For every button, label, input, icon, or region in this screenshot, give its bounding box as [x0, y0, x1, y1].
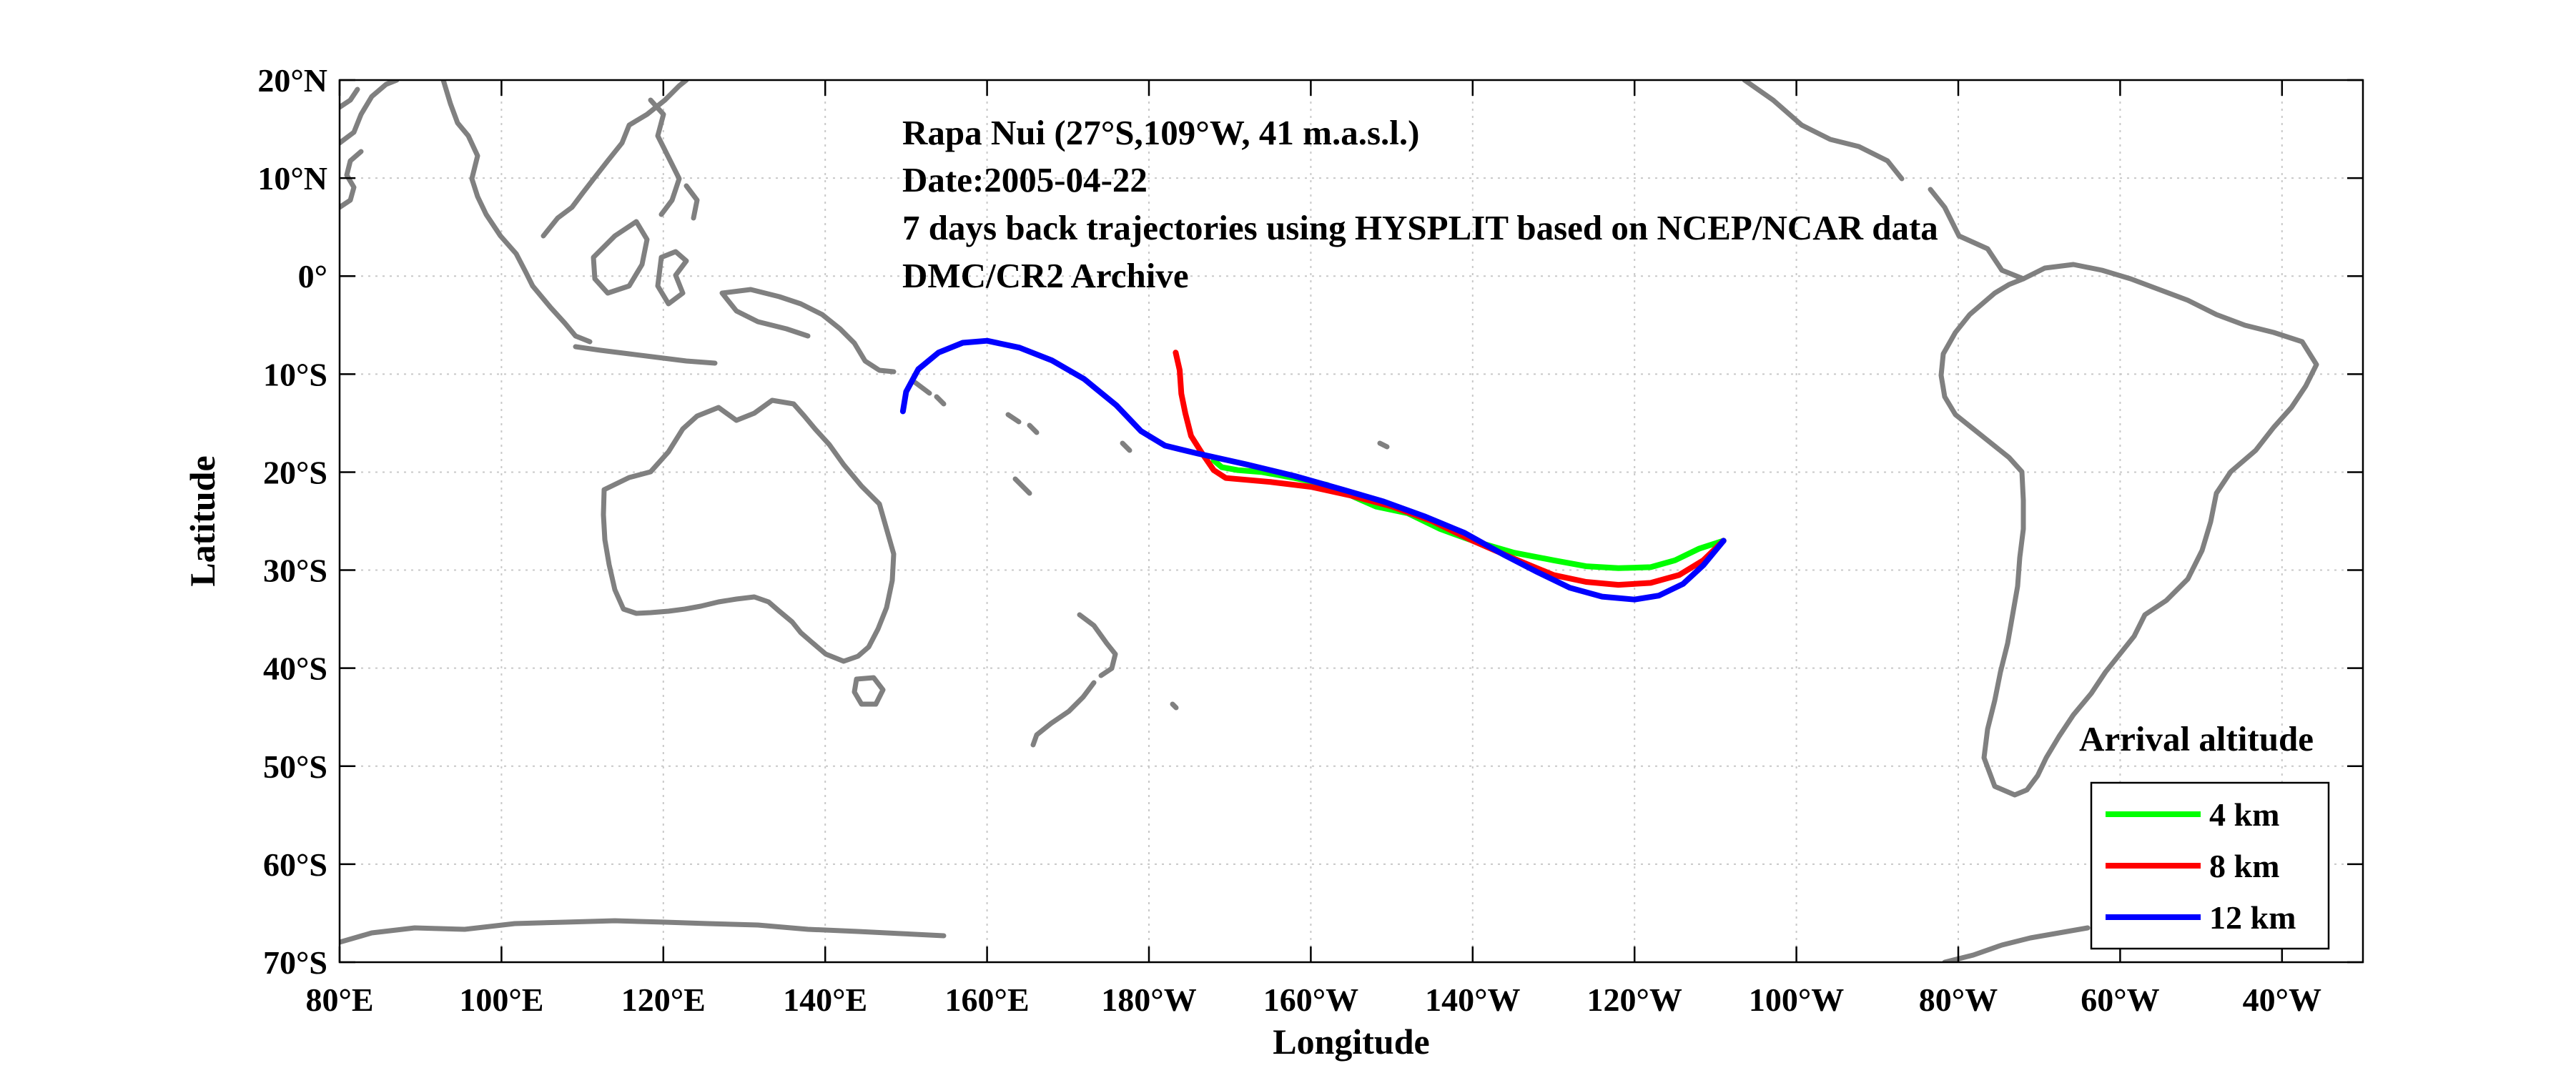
coastline-south-america: [1938, 262, 2319, 798]
x-tick-label: 80°E: [305, 981, 373, 1018]
coastline-philippines: [648, 97, 700, 221]
legend-label: 4 km: [2209, 796, 2279, 833]
x-tick-label: 40°W: [2243, 981, 2321, 1018]
coastline-asia: [340, 80, 689, 289]
legend-label: 8 km: [2209, 848, 2279, 884]
annotation-method: 7 days back trajectories using HYSPLIT b…: [902, 208, 1938, 247]
y-tick-label: 60°S: [263, 846, 327, 883]
legend: 4 km 8 km 12 km: [2090, 781, 2330, 950]
axis-ticks: 80°E 100°E 120°E 140°E 160°E 180°W 160°W 140°W 1…: [257, 62, 2363, 1018]
annotation-archive: DMC/CR2 Archive: [902, 256, 1189, 295]
trajectory-series-3: [899, 337, 1727, 603]
x-tick-label: 80°W: [1919, 981, 1998, 1018]
legend-title: Arrival altitude: [2079, 719, 2314, 758]
x-tick-label: 100°E: [459, 981, 543, 1018]
x-tick-label: 60°W: [2081, 981, 2159, 1018]
coastline-australia: [601, 397, 897, 664]
coastline-borneo: [591, 219, 650, 296]
x-axis-label: Longitude: [1273, 1022, 1430, 1062]
legend-label: 12 km: [2209, 899, 2296, 936]
y-tick-label: 70°S: [263, 944, 327, 981]
coastline-tasmania: [852, 675, 886, 707]
coastline-pacific-islands: [912, 380, 1390, 711]
coastline-antarctica: [340, 918, 2091, 962]
annotation-site: Rapa Nui (27°S,109°W, 41 m.a.s.l.): [902, 113, 1419, 152]
trajectory-lines: [899, 337, 1727, 603]
y-tick-label: 30°S: [263, 553, 327, 589]
y-tick-label: 10°S: [263, 356, 327, 392]
coastline-map: [340, 80, 2319, 962]
coastline-new-guinea: [719, 287, 897, 375]
x-tick-label: 140°E: [783, 981, 867, 1018]
plot-frame: [338, 79, 2364, 964]
trajectory-series-2: [1173, 350, 1727, 588]
y-tick-label: 0°: [298, 258, 327, 295]
coastline-north-america: [1742, 80, 2026, 282]
y-tick-label: 40°S: [263, 651, 327, 687]
y-axis-label: Latitude: [182, 455, 222, 586]
trajectory-series-1: [1210, 458, 1727, 571]
coastline-sulawesi: [655, 249, 689, 307]
x-tick-label: 160°E: [945, 981, 1030, 1018]
y-tick-label: 10°N: [257, 160, 327, 197]
x-tick-label: 140°W: [1425, 981, 1520, 1018]
coastline-sumatra: [530, 283, 593, 345]
annotation-date: Date:2005-04-22: [902, 160, 1148, 199]
y-tick-label: 50°S: [263, 748, 327, 785]
x-tick-label: 160°W: [1263, 981, 1358, 1018]
coastline-java: [573, 344, 718, 366]
annotation-block: Rapa Nui (27°S,109°W, 41 m.a.s.l.) Date:…: [902, 113, 1938, 295]
x-tick-label: 120°W: [1586, 981, 1682, 1018]
x-tick-label: 100°W: [1749, 981, 1844, 1018]
x-tick-label: 180°W: [1101, 981, 1196, 1018]
y-tick-label: 20°N: [257, 62, 327, 99]
coastline-new-zealand: [1030, 612, 1118, 748]
y-tick-label: 20°S: [263, 454, 327, 490]
x-tick-label: 120°E: [621, 981, 706, 1018]
